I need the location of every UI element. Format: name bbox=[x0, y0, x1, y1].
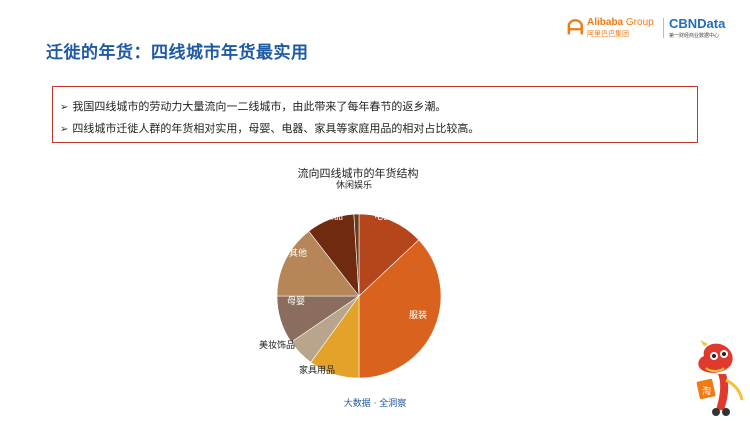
bullet-text: 我国四线城市的劳动力大量流向一二线城市，由此带来了每年春节的返乡潮。 bbox=[72, 100, 447, 113]
alibaba-mark-icon: ᗩ bbox=[567, 15, 584, 39]
bullet-text: 四线城市迁徙人群的年货相对实用，母婴、电器、家具等家庭用品的相对占比较高。 bbox=[72, 122, 480, 135]
lion-dance-mascot-icon: 淘 bbox=[696, 340, 744, 416]
alibaba-logo-group: Group bbox=[625, 17, 654, 28]
arrow-bullet-icon: ➢ bbox=[60, 124, 69, 135]
cbndata-logo-text: CBNData bbox=[669, 16, 726, 31]
pie-slice bbox=[358, 239, 442, 379]
bullet-item: ➢ 我国四线城市的劳动力大量流向一二线城市，由此带来了每年春节的返乡潮。 bbox=[60, 98, 446, 114]
slice-label: 食品 bbox=[325, 210, 343, 222]
slice-label: 其他 bbox=[289, 247, 307, 259]
svg-text:淘: 淘 bbox=[702, 385, 711, 397]
pie-slice bbox=[358, 213, 420, 297]
slice-label: 电器 bbox=[374, 210, 392, 222]
summary-box: ➢ 我国四线城市的劳动力大量流向一二线城市，由此带来了每年春节的返乡潮。 ➢ 四线城… bbox=[52, 86, 698, 143]
slice-label: 服装 bbox=[409, 309, 427, 321]
slice-label: 美妆饰品 bbox=[259, 339, 295, 351]
slice-label: 休闲娱乐 bbox=[336, 179, 372, 191]
pie-slice bbox=[353, 213, 360, 297]
alibaba-logo-text: Alibaba bbox=[587, 17, 624, 28]
arrow-bullet-icon: ➢ bbox=[60, 102, 69, 113]
pie-slice bbox=[276, 230, 360, 297]
slice-label: 家具用品 bbox=[299, 364, 335, 376]
footer-note: 大数据 · 全洞察 bbox=[343, 399, 407, 409]
cbndata-logo-tagline: 第一财经商业数据中心 bbox=[669, 33, 720, 39]
bullet-item: ➢ 四线城市迁徙人群的年货相对实用，母婴、电器、家具等家庭用品的相对占比较高。 bbox=[60, 120, 479, 136]
alibaba-logo-cn: 阿里巴巴集团 bbox=[587, 30, 629, 38]
page-title: 迁徙的年货：四线城市年货最实用 bbox=[46, 43, 309, 63]
cbndata-logo: CBNData 第一财经商业数据中心 bbox=[669, 16, 725, 39]
chart-title: 流向四线城市的年货结构 bbox=[297, 167, 419, 180]
logo-divider bbox=[663, 18, 664, 38]
slice-label: 母婴 bbox=[287, 296, 305, 307]
